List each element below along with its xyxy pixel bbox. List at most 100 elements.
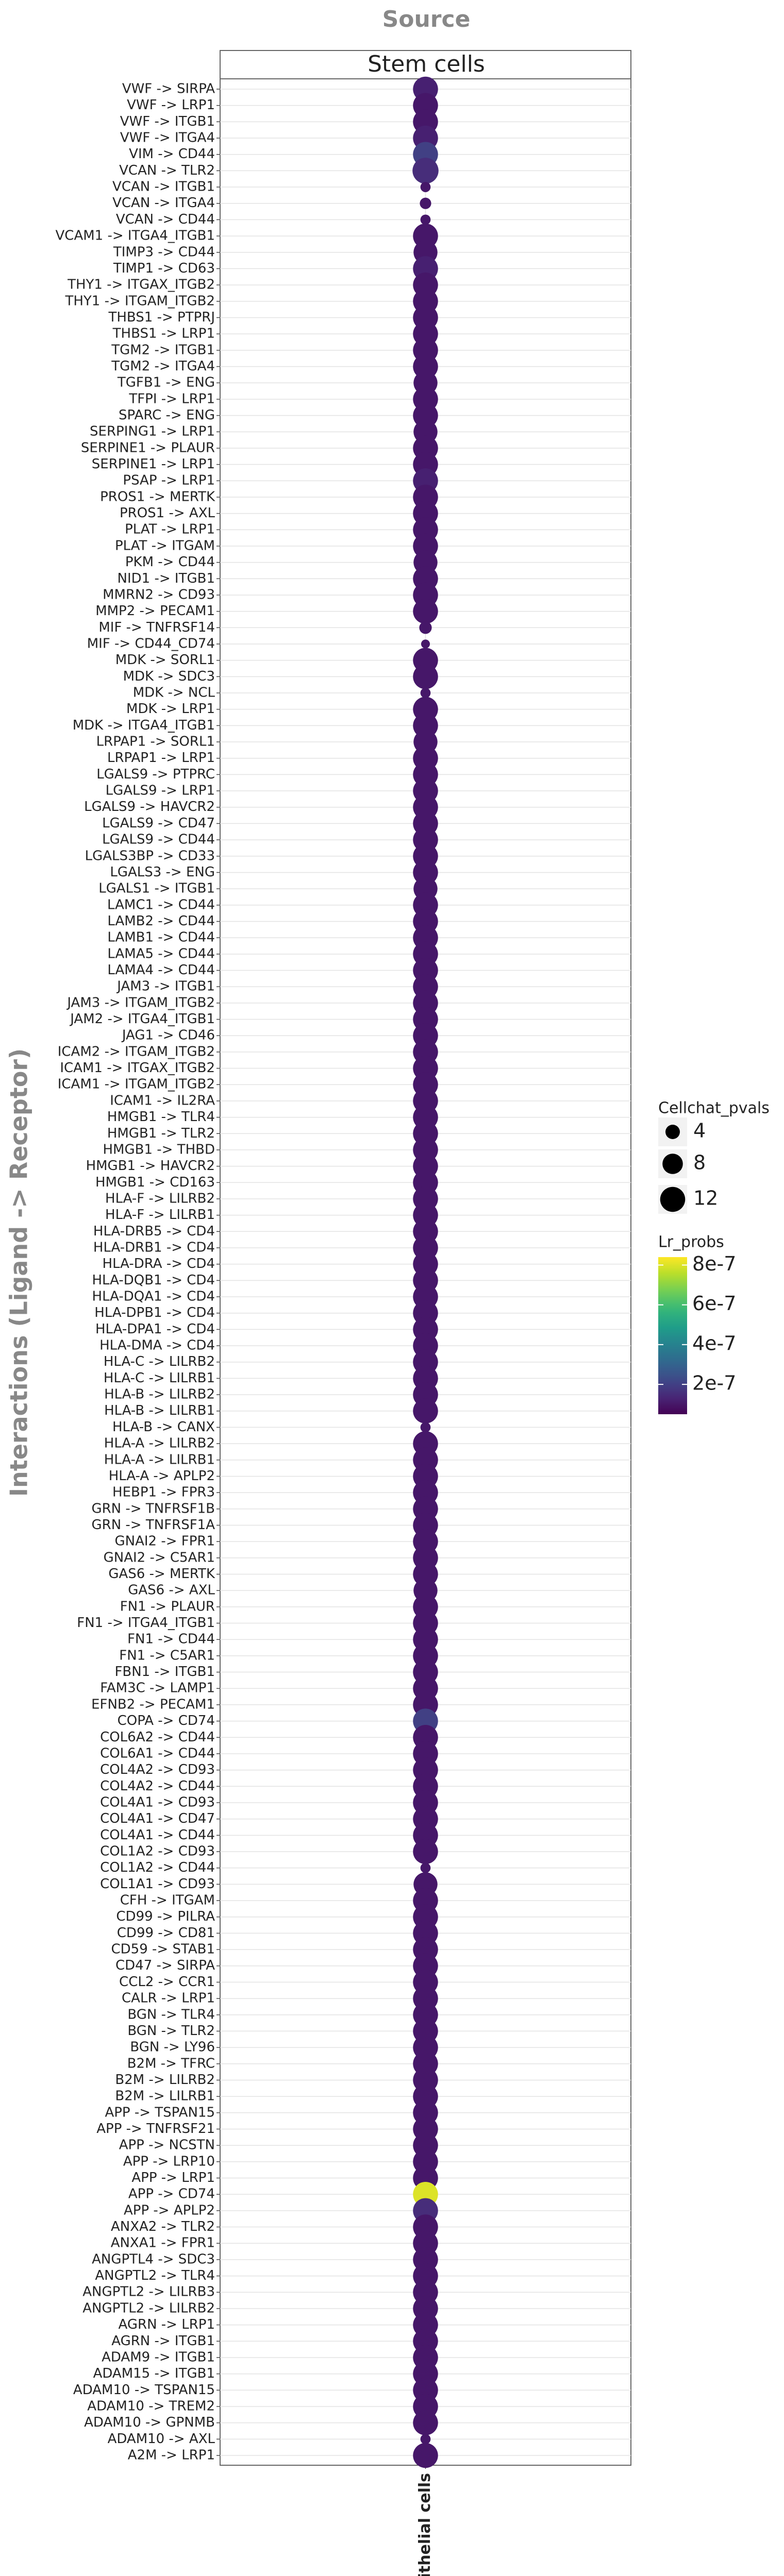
y-tick-label: MDK -> ITGA4_ITGB1 bbox=[73, 718, 215, 733]
y-tick-label: LAMA4 -> CD44 bbox=[107, 962, 215, 978]
y-tick-label: COL4A1 -> CD47 bbox=[100, 1811, 215, 1826]
dot bbox=[420, 214, 431, 225]
y-tick-label: GAS6 -> AXL bbox=[128, 1583, 215, 1598]
dot bbox=[419, 621, 432, 634]
y-tick-label: FN1 -> C5AR1 bbox=[119, 1648, 215, 1663]
y-tick-label: ANXA2 -> TLR2 bbox=[111, 2219, 215, 2234]
y-tick-label: VCAN -> ITGA4 bbox=[112, 195, 215, 211]
y-tick-label: ANGPTL2 -> LILRB3 bbox=[82, 2284, 215, 2300]
y-tick-label: LAMB2 -> CD44 bbox=[107, 913, 215, 929]
y-tick-label: B2M -> LILRB1 bbox=[115, 2089, 215, 2104]
y-tick-label: TFPI -> LRP1 bbox=[128, 391, 215, 406]
y-tick-label: FBN1 -> ITGB1 bbox=[114, 1664, 215, 1680]
dot bbox=[413, 664, 438, 689]
y-tick-label: LRPAP1 -> SORL1 bbox=[96, 734, 215, 750]
y-tick-label: MDK -> SDC3 bbox=[123, 669, 215, 684]
y-tick-label: HMGB1 -> TLR4 bbox=[107, 1109, 215, 1125]
y-tick-label: SERPINE1 -> PLAUR bbox=[81, 440, 215, 455]
y-tick-label: PLAT -> LRP1 bbox=[125, 522, 215, 537]
y-tick-label: HLA-DRA -> CD4 bbox=[103, 1256, 215, 1272]
y-tick-label: ICAM1 -> ITGAX_ITGB2 bbox=[60, 1060, 215, 1076]
y-tick-label: LGALS9 -> LRP1 bbox=[106, 783, 215, 799]
dot bbox=[413, 1839, 438, 1865]
y-tick-label: APP -> NCSTN bbox=[119, 2138, 215, 2153]
size-legend-label: 8 bbox=[693, 1151, 706, 1174]
y-tick-label: THBS1 -> PTPRJ bbox=[108, 310, 215, 325]
y-tick-label: HLA-A -> APLP2 bbox=[109, 1468, 215, 1484]
y-tick-label: APP -> CD74 bbox=[128, 2187, 215, 2202]
y-tick-label: ANXA1 -> FPR1 bbox=[111, 2235, 215, 2251]
y-tick-label: VWF -> SIRPA bbox=[122, 81, 215, 97]
y-tick-label: AGRN -> LRP1 bbox=[119, 2317, 215, 2332]
y-tick-label: COL6A2 -> CD44 bbox=[100, 1730, 215, 1745]
y-tick-label: FN1 -> PLAUR bbox=[120, 1599, 215, 1614]
y-tick-label: APP -> TNFRSF21 bbox=[96, 2121, 215, 2137]
size-legend-dot bbox=[660, 1187, 686, 1212]
size-legend-label: 4 bbox=[693, 1120, 706, 1142]
y-tick-label: PKM -> CD44 bbox=[125, 554, 215, 570]
size-legend-dot bbox=[665, 1125, 680, 1139]
y-tick-label: HLA-DRB1 -> CD4 bbox=[93, 1240, 215, 1255]
y-tick-label: CALR -> LRP1 bbox=[122, 1991, 215, 2006]
y-tick-label: B2M -> LILRB2 bbox=[115, 2072, 215, 2088]
y-tick-label: LGALS1 -> ITGB1 bbox=[98, 881, 215, 896]
y-tick-label: HMGB1 -> TLR2 bbox=[107, 1126, 215, 1141]
y-tick-label: COPA -> CD74 bbox=[118, 1713, 215, 1728]
y-tick-label: TGM2 -> ITGB1 bbox=[111, 342, 215, 358]
dot bbox=[420, 197, 431, 209]
y-tick-label: BGN -> LY96 bbox=[130, 2040, 215, 2055]
size-legend-dot bbox=[662, 1154, 683, 1174]
dot bbox=[412, 158, 439, 184]
y-tick-label: EFNB2 -> PECAM1 bbox=[91, 1697, 215, 1712]
y-tick-label: ANGPTL2 -> LILRB2 bbox=[82, 2300, 215, 2316]
y-tick-label: LGALS9 -> PTPRC bbox=[96, 767, 215, 782]
y-tick-label: COL1A1 -> CD93 bbox=[100, 1876, 215, 1892]
y-tick-label: HLA-DPA1 -> CD4 bbox=[95, 1321, 215, 1337]
y-tick-label: COL6A1 -> CD44 bbox=[100, 1745, 215, 1761]
y-tick-label: VWF -> ITGA4 bbox=[120, 130, 215, 146]
y-tick-label: HLA-A -> LILRB2 bbox=[104, 1436, 215, 1451]
y-tick-label: ICAM2 -> ITGAM_ITGB2 bbox=[58, 1044, 215, 1059]
y-tick-label: LGALS9 -> CD47 bbox=[102, 816, 215, 831]
y-tick-label: GNAI2 -> FPR1 bbox=[114, 1534, 215, 1549]
y-tick-label: LAMC1 -> CD44 bbox=[107, 897, 215, 912]
y-tick-label: SERPING1 -> LRP1 bbox=[90, 424, 215, 439]
y-tick-label: THBS1 -> LRP1 bbox=[112, 326, 215, 342]
y-tick-label: LRPAP1 -> LRP1 bbox=[107, 750, 215, 766]
y-tick-label: ADAM10 -> GPNMB bbox=[84, 2415, 215, 2430]
y-tick-label: CFH -> ITGAM bbox=[120, 1893, 215, 1908]
y-tick-label: COL1A2 -> CD93 bbox=[100, 1843, 215, 1859]
y-tick-label: ADAM10 -> TSPAN15 bbox=[73, 2382, 215, 2398]
y-tick-label: HMGB1 -> HAVCR2 bbox=[86, 1158, 215, 1174]
y-tick-label: AGRN -> ITGB1 bbox=[111, 2333, 215, 2349]
colorbar-label: 4e-7 bbox=[692, 1332, 736, 1354]
y-tick-label: CCL2 -> CCR1 bbox=[119, 1974, 215, 1990]
y-tick-label: APP -> APLP2 bbox=[124, 2202, 215, 2218]
y-tick-label: CD99 -> PILRA bbox=[116, 1909, 215, 1924]
y-tick-label: COL4A2 -> CD44 bbox=[100, 1778, 215, 1794]
y-tick-label: CD59 -> STAB1 bbox=[111, 1942, 215, 1957]
y-tick-label: HLA-B -> LILRB1 bbox=[104, 1403, 215, 1418]
y-tick-label: TGM2 -> ITGA4 bbox=[111, 359, 215, 374]
facet-strip bbox=[220, 50, 631, 79]
y-tick-label: GRN -> TNFRSF1A bbox=[92, 1517, 215, 1533]
dot bbox=[420, 182, 431, 192]
dot bbox=[420, 688, 431, 698]
y-tick-label: BGN -> TLR2 bbox=[127, 2023, 215, 2039]
y-tick-label: VWF -> LRP1 bbox=[127, 97, 215, 113]
y-tick-label: HLA-DPB1 -> CD4 bbox=[94, 1305, 215, 1320]
y-tick-label: LGALS9 -> HAVCR2 bbox=[84, 799, 215, 815]
dot bbox=[421, 639, 430, 649]
y-tick-label: LGALS9 -> CD44 bbox=[102, 832, 215, 848]
colorbar-label: 6e-7 bbox=[692, 1292, 736, 1315]
dot bbox=[420, 1862, 431, 1873]
y-tick-label: HLA-C -> LILRB2 bbox=[104, 1354, 215, 1369]
y-tick-label: ANGPTL2 -> TLR4 bbox=[95, 2268, 215, 2283]
y-tick-label: VCAM1 -> ITGA4_ITGB1 bbox=[56, 228, 215, 244]
y-tick-label: COL4A1 -> CD44 bbox=[100, 1827, 215, 1843]
chart-title: Source bbox=[382, 6, 471, 32]
dot bbox=[413, 1398, 438, 1423]
y-tick-label: ICAM1 -> ITGAM_ITGB2 bbox=[58, 1077, 215, 1092]
